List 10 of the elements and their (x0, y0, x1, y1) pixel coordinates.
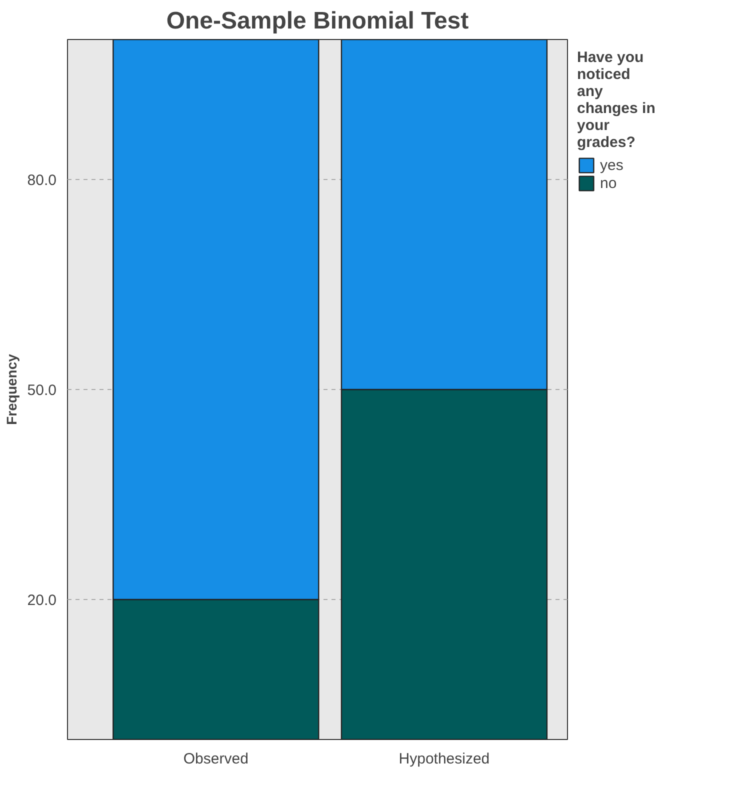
y-tick-label: 20.0 (27, 592, 57, 609)
legend-label: yes (600, 156, 624, 174)
legend-label: no (600, 174, 618, 192)
x-tick-label: Observed (183, 750, 248, 768)
chart-title: One-Sample Binomial Test (166, 8, 469, 34)
x-tick-label: Hypothesized (398, 750, 490, 768)
y-tick-label: 50.0 (27, 382, 57, 399)
y-tick-label: 80.0 (27, 172, 57, 189)
legend-title: Have you noticed any changes in your grades? (577, 49, 656, 151)
y-axis-title: Frequency (3, 354, 20, 425)
